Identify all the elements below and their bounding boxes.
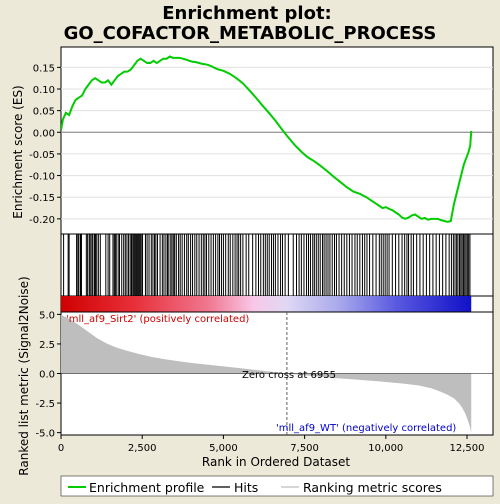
zero-cross-label: Zero cross at 6955 (242, 370, 336, 381)
es-y-tick-label: 0.00 (33, 128, 55, 139)
es-y-tick-label: -0.15 (29, 193, 55, 204)
metric-y-tick-label: -5.0 (35, 429, 55, 440)
chart-title-line2: GO_COFACTOR_METABOLIC_PROCESS (64, 23, 437, 44)
legend-label-ranking: Ranking metric scores (303, 480, 442, 495)
metric-y-tick-label: -2.5 (35, 399, 55, 410)
metric-x-tick-label: 5,000 (209, 443, 238, 454)
es-panel (60, 46, 494, 235)
es-y-tick-label: -0.20 (29, 215, 55, 226)
metric-x-tick-label: 2,500 (128, 443, 157, 454)
positive-correlation-label: 'mll_af9_Sirt2' (positively correlated) (66, 314, 249, 325)
legend-label-enrichment: Enrichment profile (89, 480, 205, 495)
chart-title-line1: Enrichment plot: (162, 3, 332, 24)
metric-x-tick-label: 12,500 (450, 443, 485, 454)
ranking-metric-area (61, 314, 472, 433)
metric-x-tick-label: 0 (58, 443, 64, 454)
es-y-axis-label: Enrichment score (ES) (11, 85, 25, 218)
enrichment-profile-line (61, 55, 473, 223)
legend-box (60, 475, 494, 497)
metric-y-tick-label: 5.0 (39, 310, 55, 321)
es-y-tick-label: 0.05 (33, 107, 55, 118)
metric-x-axis-label: Rank in Ordered Dataset (202, 455, 350, 469)
es-y-tick-label: 0.15 (33, 63, 55, 74)
metric-x-ticks: 0 2,500 5,000 7,500 10,000 12,500 (58, 435, 485, 454)
metric-x-tick-label: 10,000 (368, 443, 403, 454)
metric-x-tick-label: 7,500 (290, 443, 319, 454)
metric-y-tick-label: 2.5 (39, 340, 55, 351)
legend-label-hits: Hits (234, 480, 258, 495)
legend: Enrichment profile Hits Ranking metric s… (60, 475, 494, 497)
es-y-tick-label: -0.10 (29, 172, 55, 183)
es-y-ticks: 0.15 0.10 0.05 0.00 -0.05 -0.10 -0.15 -0.20 (29, 63, 61, 226)
metric-y-ticks: 5.0 2.5 0.0 -2.5 -5.0 (35, 310, 61, 440)
metric-y-axis-label: Ranked list metric (Signal2Noise) (17, 276, 31, 475)
es-y-tick-label: 0.10 (33, 85, 55, 96)
es-y-tick-label: -0.05 (29, 150, 55, 161)
metric-y-tick-label: 0.0 (39, 370, 55, 381)
hit-markers (63, 234, 471, 296)
negative-correlation-label: 'mll_af9_WT' (negatively correlated) (276, 423, 456, 434)
rank-color-bar (61, 296, 472, 312)
